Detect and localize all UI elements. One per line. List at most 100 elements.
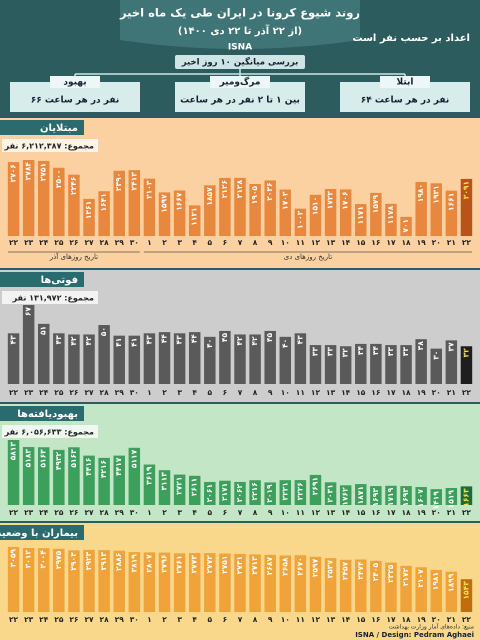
bar-label: ۲۹۰۳	[69, 552, 78, 571]
bar-label: ۵۱۶۳	[39, 449, 48, 468]
x-tick-label: ۱۷	[386, 238, 396, 247]
bar-label: ۲۱۷۲	[401, 567, 410, 586]
bar-label: ۳۳	[386, 347, 395, 357]
bar-label: ۲۰۶۱	[205, 484, 214, 502]
bar-label: ۲۶۸۷	[265, 556, 274, 575]
x-tick-label: ۱۱	[296, 615, 305, 624]
bar	[188, 332, 201, 384]
bar-label: ۳۴	[356, 345, 365, 355]
bar	[173, 190, 186, 236]
x-tick-label: ۱۵	[356, 508, 366, 517]
x-tick-label: ۲۰	[432, 615, 441, 624]
bar	[143, 178, 156, 236]
x-tick-label: ۲۳	[24, 508, 34, 517]
bar-label: ۵۱۱۷	[129, 449, 138, 468]
bar	[204, 336, 216, 384]
bar-label: ۱۶۶۳	[461, 488, 470, 507]
x-tick-label: ۴	[192, 615, 197, 624]
summary-tab	[175, 55, 305, 69]
bar-label: ۲۰۳۱	[326, 484, 335, 502]
bar	[143, 464, 156, 505]
bar	[128, 335, 141, 384]
bar	[249, 480, 261, 505]
bar	[7, 547, 20, 612]
x-tick-label: ۱۰	[281, 508, 290, 517]
bar	[249, 554, 261, 612]
bar	[98, 457, 110, 505]
bar	[53, 449, 65, 505]
bar-label: ۲۰۶۲	[235, 484, 244, 503]
bar-label: ۲۹۷۵	[54, 550, 63, 569]
box-infection: ابتلا ۶۴ نفر در هر ساعت	[340, 76, 470, 112]
x-tick-label: ۲۸	[100, 388, 110, 397]
x-tick-label: ۱۹	[417, 508, 427, 517]
x-tick-label: ۲۶	[69, 508, 78, 517]
bar-label: ۱۵۷۹	[371, 194, 380, 213]
bar-label: ۱۸۵۷	[205, 187, 214, 206]
x-tick-label: ۲۲	[462, 388, 472, 397]
bar-label: ۱۱۷۸	[386, 205, 395, 224]
bar	[415, 339, 427, 384]
bar-label: ۳۶۱۹	[144, 466, 153, 485]
x-tick-label: ۱۱	[296, 388, 305, 397]
subtitle: (از ۲۲ آذر تا ۲۲ دی ۱۴۰۰)	[178, 24, 302, 37]
bar	[249, 334, 261, 384]
box-text: ۶۴ نفر در هر ساعت	[361, 96, 450, 106]
bar-label: ۱۹۸۰	[416, 184, 425, 202]
bar-label: ۴۰	[280, 339, 289, 348]
box-tab	[50, 76, 100, 88]
bar	[219, 480, 231, 505]
bar-label: ۳۸	[416, 341, 425, 351]
bar	[370, 343, 382, 384]
x-tick-label: ۵	[208, 238, 213, 247]
bar-label: ۴۳	[295, 335, 304, 345]
x-tick-label: ۳۰	[130, 238, 139, 247]
bar	[355, 204, 367, 236]
bar	[400, 216, 412, 236]
x-tick-label: ۲۴	[39, 615, 49, 624]
bar-label: ۱۹۸۱	[431, 572, 440, 590]
bar-label: ۲۲۲۱	[280, 482, 289, 500]
x-tick-label: ۲۸	[100, 238, 110, 247]
x-tick-label: ۹	[268, 615, 273, 624]
bar	[339, 189, 352, 236]
chart-title: بهبودیافته‌ها	[17, 409, 78, 420]
x-tick-label: ۲۶	[69, 238, 78, 247]
x-tick-label: ۱۰	[281, 615, 290, 624]
bar-label: ۲۹۲۳	[84, 551, 93, 570]
bar	[309, 345, 322, 384]
x-tick-label: ۱۸	[401, 508, 411, 517]
bar-label: ۲۰۳۶	[265, 182, 274, 200]
month-label: تاریخ روزهای آذر	[49, 252, 98, 261]
bar	[385, 485, 397, 505]
x-tick-label: ۱۹	[417, 238, 427, 247]
x-tick-label: ۲۱	[447, 238, 456, 247]
bar	[339, 485, 352, 505]
x-tick-label: ۱۱	[296, 508, 305, 517]
x-tick-label: ۱۴	[341, 388, 351, 397]
bar	[355, 484, 367, 505]
title-plate	[120, 0, 360, 49]
bar-label: ۲۱۰۷	[416, 569, 425, 588]
bar	[38, 160, 50, 236]
x-tick-label: ۲۷	[84, 238, 94, 247]
x-tick-label: ۲	[162, 508, 167, 517]
bar-label: ۲۷۷۳	[190, 555, 199, 574]
x-tick-label: ۲۹	[115, 238, 125, 247]
bar	[324, 345, 337, 384]
x-tick-label: ۳	[177, 615, 182, 624]
bar-label: ۲۷۷۲	[205, 555, 214, 574]
bar	[98, 325, 110, 384]
bar	[188, 205, 201, 236]
chart-title-tab	[0, 120, 84, 135]
bar	[158, 470, 171, 505]
x-tick-label: ۱۳	[326, 615, 336, 624]
bar-label: ۲۷۲۱	[175, 477, 184, 495]
bar	[83, 198, 95, 236]
bar	[234, 481, 246, 505]
summary-title: بررسی میانگین ۱۰ روز اخیر	[181, 57, 299, 68]
x-tick-label: ۱	[147, 238, 152, 247]
x-tick-label: ۱۸	[401, 388, 411, 397]
bar-label: ۲۲۴۶	[69, 177, 78, 195]
bar-label: ۲۷۳۱	[235, 556, 244, 574]
